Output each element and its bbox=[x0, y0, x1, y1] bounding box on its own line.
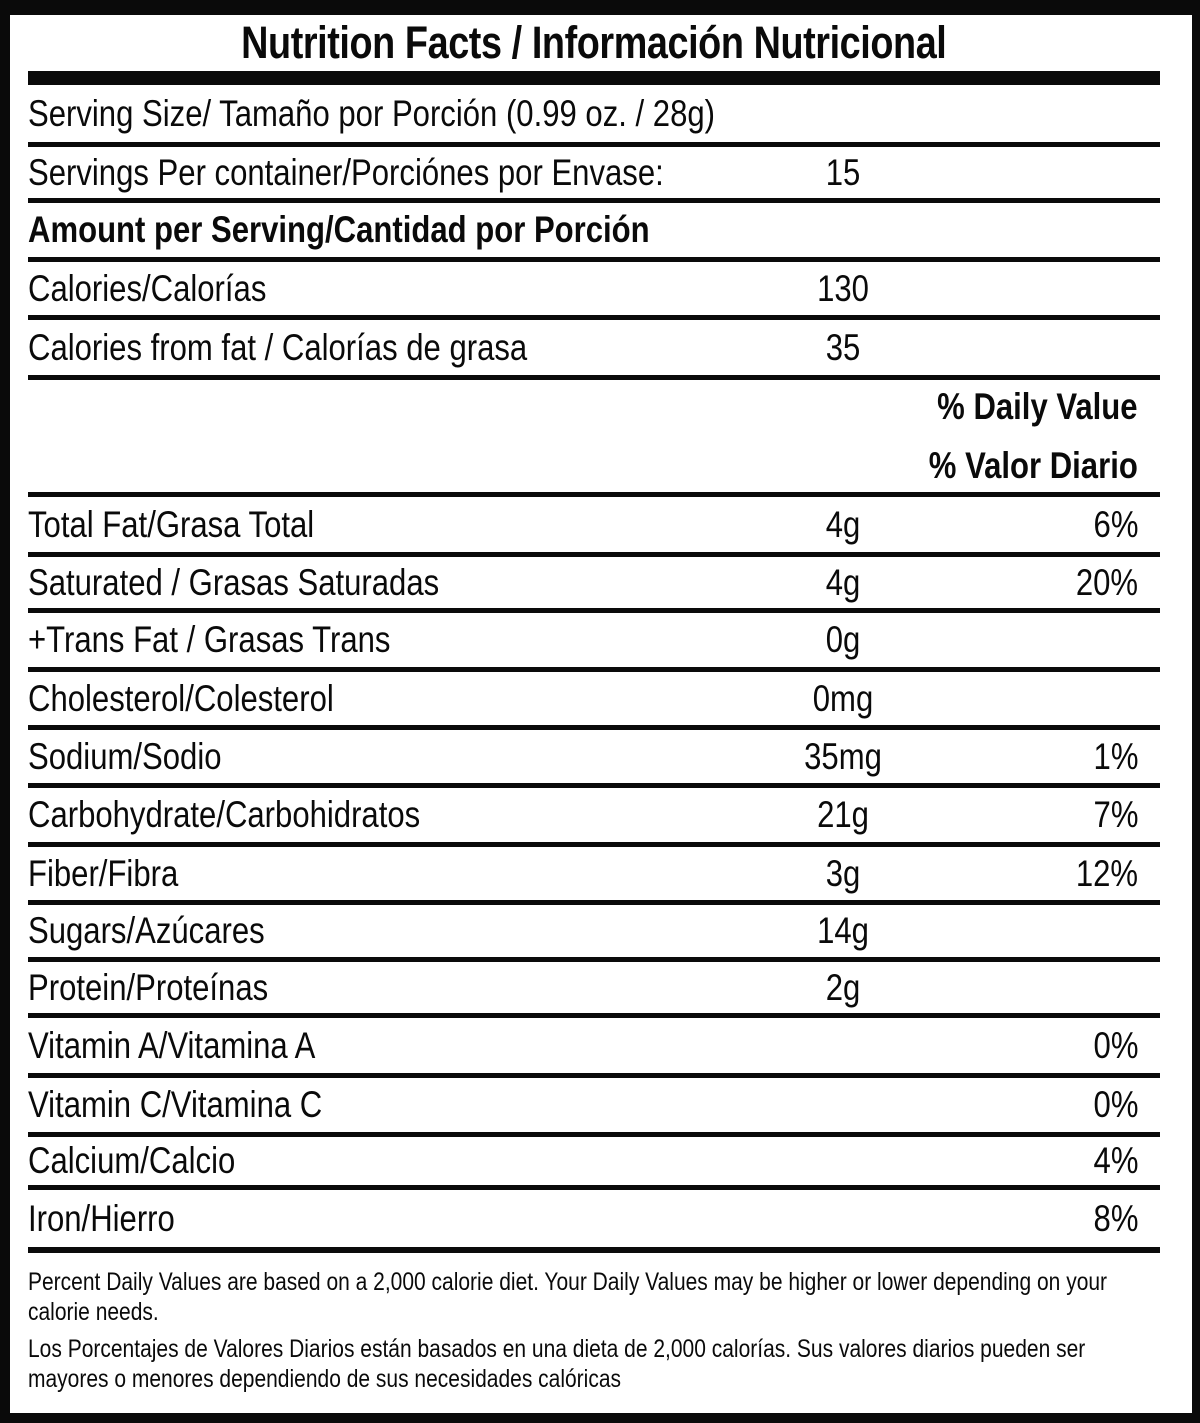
nutrient-row-vitamin-c: Vitamin C/Vitamina C 0% bbox=[28, 1078, 1160, 1137]
calories-label: Calories/Calorías bbox=[28, 267, 267, 309]
nutrient-label: +Trans Fat / Grasas Trans bbox=[28, 619, 391, 660]
nutrient-label: Carbohydrate/Carbohidratos bbox=[28, 794, 421, 835]
calories-value: 130 bbox=[817, 267, 869, 309]
nutrient-value: 3g bbox=[825, 852, 861, 894]
row-servings-per-container: Servings Per container/Porciónes por Env… bbox=[28, 147, 1160, 203]
calories-from-fat-label: Calories from fat / Calorías de grasa bbox=[28, 326, 528, 368]
nutrient-row-saturated-fat: Saturated / Grasas Saturadas 4g 20% bbox=[28, 557, 1160, 613]
daily-value-footnote: Percent Daily Values are based on a 2,00… bbox=[10, 1253, 1192, 1413]
row-amount-per-serving: Amount per Serving/Cantidad por Porción bbox=[28, 203, 1160, 262]
nutrient-row-sugars: Sugars/Azúcares 14g bbox=[28, 905, 1160, 962]
nutrient-value: 0g bbox=[825, 619, 861, 660]
nutrient-row-fiber: Fiber/Fibra 3g 12% bbox=[28, 847, 1160, 905]
nutrient-row-cholesterol: Cholesterol/Colesterol 0mg bbox=[28, 672, 1160, 730]
nutrient-pct: 7% bbox=[1093, 794, 1138, 835]
nutrient-label: Protein/Proteínas bbox=[28, 966, 269, 1008]
label-title: Nutrition Facts / Información Nutriciona… bbox=[241, 17, 947, 68]
nutrient-value: 35mg bbox=[804, 735, 882, 777]
nutrient-pct: 0% bbox=[1093, 1084, 1138, 1125]
nutrient-value: 4g bbox=[825, 503, 861, 545]
nutrient-row-carbohydrate: Carbohydrate/Carbohidratos 21g 7% bbox=[28, 788, 1160, 847]
footnote-spanish: Los Porcentajes de Valores Diarios están… bbox=[28, 1334, 1160, 1394]
nutrient-label: Sugars/Azúcares bbox=[28, 910, 265, 951]
footnote-line: mayores o menores dependiendo de sus nec… bbox=[28, 1365, 622, 1393]
nutrient-pct: 0% bbox=[1093, 1024, 1138, 1066]
footnote-line: Los Porcentajes de Valores Diarios están… bbox=[28, 1335, 1086, 1363]
nutrient-value: 2g bbox=[825, 966, 861, 1008]
nutrient-pct: 1% bbox=[1093, 735, 1138, 777]
servings-per-container-label: Servings Per container/Porciónes por Env… bbox=[28, 151, 664, 193]
nutrient-label: Vitamin A/Vitamina A bbox=[28, 1024, 316, 1066]
nutrient-label: Cholesterol/Colesterol bbox=[28, 677, 334, 719]
nutrient-label: Iron/Hierro bbox=[28, 1197, 175, 1239]
nutrient-row-total-fat: Total Fat/Grasa Total 4g 6% bbox=[28, 497, 1160, 557]
row-calories: Calories/Calorías 130 bbox=[28, 262, 1160, 320]
nutrient-label: Vitamin C/Vitamina C bbox=[28, 1084, 323, 1125]
nutrient-row-sodium: Sodium/Sodio 35mg 1% bbox=[28, 730, 1160, 788]
nutrient-pct: 6% bbox=[1093, 503, 1138, 545]
nutrient-value: 21g bbox=[817, 794, 869, 835]
row-serving-size: Serving Size/ Tamaño por Porción (0.99 o… bbox=[28, 85, 1160, 147]
nutrient-row-iron: Iron/Hierro 8% bbox=[28, 1190, 1160, 1253]
nutrient-row-trans-fat: +Trans Fat / Grasas Trans 0g bbox=[28, 613, 1160, 672]
nutrient-pct: 4% bbox=[1093, 1140, 1138, 1181]
nutrient-value: 4g bbox=[825, 561, 861, 603]
serving-size-label: Serving Size/ Tamaño por Porción (0.99 o… bbox=[28, 92, 716, 134]
nutrient-label: Sodium/Sodio bbox=[28, 735, 222, 777]
row-calories-from-fat: Calories from fat / Calorías de grasa 35 bbox=[28, 320, 1160, 380]
label-header: Nutrition Facts / Información Nutriciona… bbox=[28, 15, 1160, 85]
daily-value-header-es: % Valor Diario bbox=[928, 444, 1138, 486]
amount-per-serving-heading: Amount per Serving/Cantidad por Porción bbox=[28, 209, 650, 250]
nutrient-label: Saturated / Grasas Saturadas bbox=[28, 561, 440, 603]
nutrient-label: Total Fat/Grasa Total bbox=[28, 503, 315, 545]
nutrient-row-protein: Protein/Proteínas 2g bbox=[28, 962, 1160, 1018]
calories-from-fat-value: 35 bbox=[825, 326, 861, 368]
daily-value-header: % Daily Value % Valor Diario bbox=[28, 380, 1160, 497]
servings-per-container-value: 15 bbox=[825, 151, 861, 193]
footnote-line: calorie needs. bbox=[28, 1298, 159, 1326]
nutrient-row-vitamin-a: Vitamin A/Vitamina A 0% bbox=[28, 1018, 1160, 1078]
nutrient-pct: 12% bbox=[1075, 852, 1138, 894]
nutrient-pct: 8% bbox=[1093, 1197, 1138, 1239]
nutrient-value: 14g bbox=[817, 910, 869, 951]
nutrient-value: 0mg bbox=[812, 677, 874, 719]
footnote-line: Percent Daily Values are based on a 2,00… bbox=[28, 1268, 1108, 1296]
nutrient-pct: 20% bbox=[1075, 561, 1138, 603]
nutrient-label: Calcium/Calcio bbox=[28, 1140, 236, 1181]
footnote-english: Percent Daily Values are based on a 2,00… bbox=[28, 1267, 1160, 1327]
nutrient-row-calcium: Calcium/Calcio 4% bbox=[28, 1137, 1160, 1190]
nutrient-label: Fiber/Fibra bbox=[28, 852, 179, 894]
daily-value-header-en: % Daily Value bbox=[937, 385, 1138, 427]
